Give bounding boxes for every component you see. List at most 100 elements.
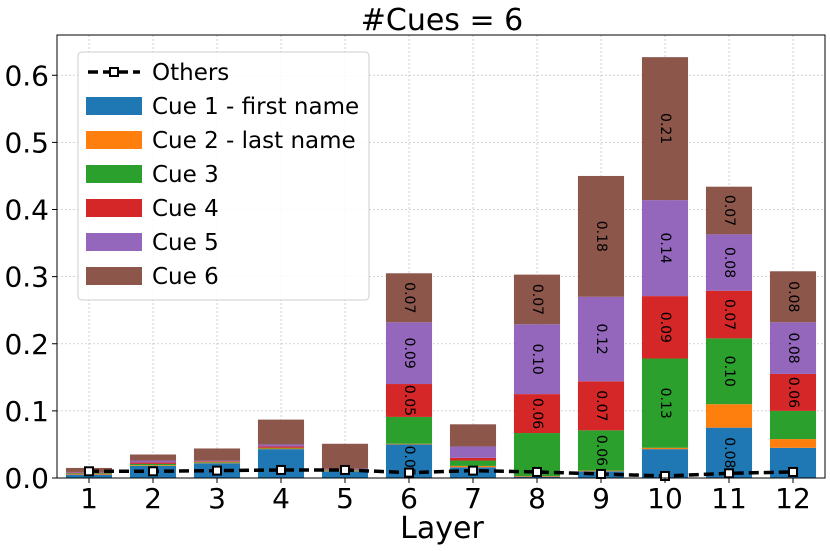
x-tick-label: 6: [400, 482, 418, 515]
x-tick-label: 4: [272, 482, 290, 515]
others-point: [724, 468, 734, 479]
legend-label: Cue 4: [152, 196, 219, 222]
bar-segment: [385, 443, 433, 445]
bar-segment: [257, 444, 305, 447]
bar-value-label: 0.07: [401, 282, 417, 313]
bar-segment: [705, 338, 753, 405]
bar-segment: [769, 322, 817, 374]
bar-value-label: 0.09: [657, 312, 673, 343]
legend-label: Cue 3: [152, 162, 219, 188]
bar-value-label: 0.12: [593, 323, 609, 354]
bar-value-label: 0.07: [529, 284, 545, 315]
x-tick-label: 5: [336, 482, 354, 515]
bar-segment: [705, 234, 753, 291]
x-tick-label: 8: [528, 482, 546, 515]
bar-value-label: 0.10: [529, 344, 545, 375]
bar-segment: [193, 461, 241, 463]
bar-segment: [705, 290, 753, 339]
bar-segment: [129, 454, 177, 461]
bar-value-label: 0.08: [785, 333, 801, 364]
y-tick-label: 0.2: [4, 328, 49, 361]
bar-segment: [385, 416, 433, 444]
legend-swatch: [86, 267, 142, 285]
bar-segment: [577, 175, 625, 297]
bar-segment: [449, 446, 497, 458]
bar-segment: [641, 447, 689, 450]
bar-segment: [705, 404, 753, 428]
others-point: [148, 466, 158, 477]
x-tick-label: 3: [208, 482, 226, 515]
bar-segment: [513, 274, 561, 325]
y-tick-label: 0.4: [4, 194, 49, 227]
bar-segment: [385, 384, 433, 417]
bar-segment: [385, 273, 433, 323]
others-point: [788, 466, 798, 477]
bar-labels-group: 0.050.050.090.070.060.100.070.060.070.12…: [401, 113, 801, 477]
others-line: [89, 468, 794, 478]
y-tick-label: 0.3: [4, 261, 49, 294]
bar-value-label: 0.14: [657, 233, 673, 264]
bar-segment: [129, 462, 177, 464]
legend-label: Cue 6: [152, 264, 219, 290]
bar-segment: [193, 462, 241, 464]
others-point: [340, 464, 350, 475]
bar-segment: [513, 394, 561, 434]
bar-value-label: 0.07: [593, 390, 609, 421]
legend-others-marker: [109, 67, 119, 77]
others-point: [596, 468, 606, 479]
bar-segment: [193, 460, 241, 462]
legend-label: Cue 5: [152, 230, 219, 256]
bar-value-label: 0.05: [401, 385, 417, 416]
bar-segment: [641, 296, 689, 359]
legend-swatch: [86, 233, 142, 251]
y-tick-label: 0.6: [4, 59, 49, 92]
x-axis-label: Layer: [400, 511, 484, 546]
y-tick-label: 0.1: [4, 395, 49, 428]
bar-value-label: 0.10: [721, 356, 737, 387]
plot-frame: [56, 34, 826, 479]
legend-swatch: [86, 199, 142, 217]
chart-title: #Cues = 6: [361, 3, 523, 38]
bar-value-label: 0.06: [785, 377, 801, 408]
bar-segment: [769, 410, 817, 440]
bar-value-label: 0.08: [785, 281, 801, 312]
others-point: [212, 465, 222, 476]
bar-value-label: 0.07: [721, 299, 737, 330]
bar-segment: [257, 447, 305, 449]
bar-segment: [129, 465, 177, 466]
bar-value-label: 0.13: [657, 388, 673, 419]
bar-segment: [449, 460, 497, 466]
bar-segment: [641, 57, 689, 201]
bar-segment: [321, 443, 369, 469]
legend-swatch: [86, 131, 142, 149]
bar-value-label: 0.07: [721, 195, 737, 226]
x-tick-label: 1: [80, 482, 98, 515]
bar-value-label: 0.06: [529, 398, 545, 429]
bar-value-label: 0.18: [593, 221, 609, 252]
y-tick-label: 0.0: [4, 462, 49, 495]
bar-segment: [385, 322, 433, 385]
bar-segment: [257, 448, 305, 450]
bar-segment: [513, 324, 561, 395]
bar-segment: [449, 424, 497, 447]
bar-value-label: 0.21: [657, 113, 673, 144]
others-point: [404, 467, 414, 478]
bar-segment: [193, 448, 241, 461]
others-point: [468, 465, 478, 476]
bar-segment: [513, 476, 561, 478]
bar-segment: [129, 460, 177, 463]
bar-segment: [577, 381, 625, 431]
bar-segment: [193, 461, 241, 462]
bar-segment: [257, 419, 305, 445]
others-point: [84, 466, 94, 477]
bars-group: [65, 57, 817, 478]
bar-segment: [641, 200, 689, 297]
bar-value-label: 0.08: [721, 247, 737, 278]
x-tick-label: 11: [711, 482, 747, 515]
bar-segment: [449, 457, 497, 461]
bar-segment: [769, 373, 817, 411]
legend-label: Cue 2 - last name: [152, 128, 356, 154]
legend: Others Cue 1 - first name Cue 2 - last nam…: [77, 51, 370, 301]
others-point: [532, 466, 542, 477]
